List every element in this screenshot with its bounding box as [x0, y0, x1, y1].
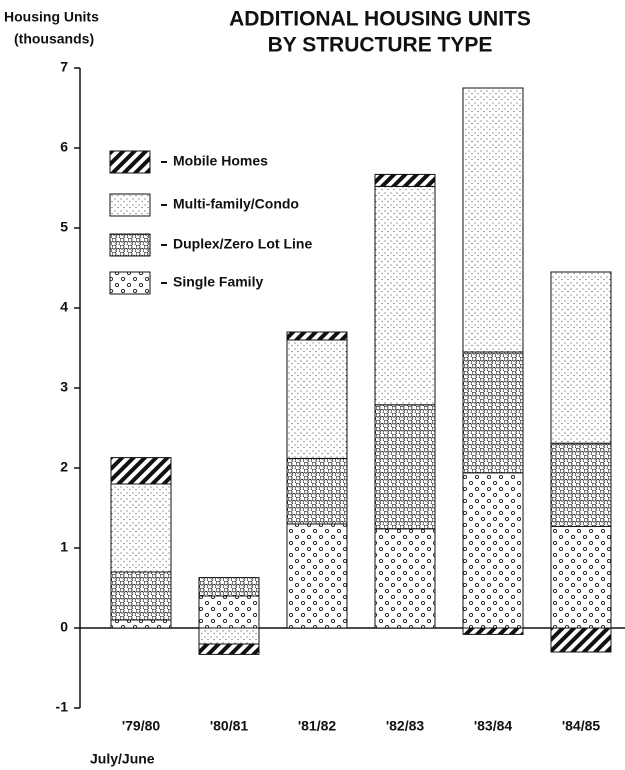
bar-segment: [374, 528, 436, 629]
legend-label: Mobile Homes: [173, 153, 268, 169]
legend-swatch: [109, 193, 151, 217]
y-label: Housing Units: [4, 9, 99, 25]
y-tick-label: 1: [60, 539, 68, 555]
bar-segment: [198, 627, 260, 645]
y-tick-label: 2: [60, 459, 68, 475]
legend-label: Single Family: [173, 274, 263, 290]
y-tick-label: 7: [60, 59, 68, 75]
bar-segment: [374, 185, 436, 406]
bar-segment: [198, 577, 260, 597]
bar-segment: [462, 627, 524, 635]
y-tick-label: -1: [56, 699, 69, 715]
legend-swatch: [109, 150, 151, 174]
chart-title: ADDITIONAL HOUSING UNITS: [229, 8, 531, 31]
bar-segment: [110, 457, 172, 485]
bar-segment: [550, 525, 612, 629]
bar-segment: [286, 339, 348, 459]
x-tick-label: '79/80: [122, 718, 161, 734]
x-tick-label: '80/81: [210, 718, 249, 734]
bar-segment: [110, 571, 172, 621]
bar-segment: [198, 643, 260, 655]
bar-segment: [462, 351, 524, 474]
y-tick-label: 3: [60, 379, 68, 395]
bar-segment: [286, 331, 348, 341]
legend-swatch: [109, 233, 151, 257]
x-tick-label: '83/84: [474, 718, 513, 734]
y-tick-label: 4: [60, 299, 68, 315]
bar-segment: [550, 627, 612, 653]
y-label: (thousands): [14, 31, 94, 47]
x-label: July/June: [90, 751, 155, 767]
legend-swatch: [109, 271, 151, 295]
bar-segment: [286, 523, 348, 629]
bar-segment: [110, 483, 172, 573]
x-tick-label: '81/82: [298, 718, 337, 734]
bar-segment: [550, 271, 612, 444]
x-tick-label: '84/85: [562, 718, 601, 734]
legend-label: Multi-family/Condo: [173, 196, 299, 212]
bar-segment: [286, 457, 348, 525]
bar-segment: [198, 595, 260, 629]
y-tick-label: 5: [60, 219, 68, 235]
bar-segment: [374, 173, 436, 187]
bar-segment: [374, 404, 436, 530]
x-tick-label: '82/83: [386, 718, 425, 734]
bar-segment: [110, 619, 172, 629]
bar-segment: [550, 442, 612, 527]
legend-label: Duplex/Zero Lot Line: [173, 236, 312, 252]
chart-title: BY STRUCTURE TYPE: [268, 34, 493, 57]
y-tick-label: 0: [60, 619, 68, 635]
bar-segment: [462, 472, 524, 629]
bar-segment: [462, 87, 524, 353]
y-tick-label: 6: [60, 139, 68, 155]
